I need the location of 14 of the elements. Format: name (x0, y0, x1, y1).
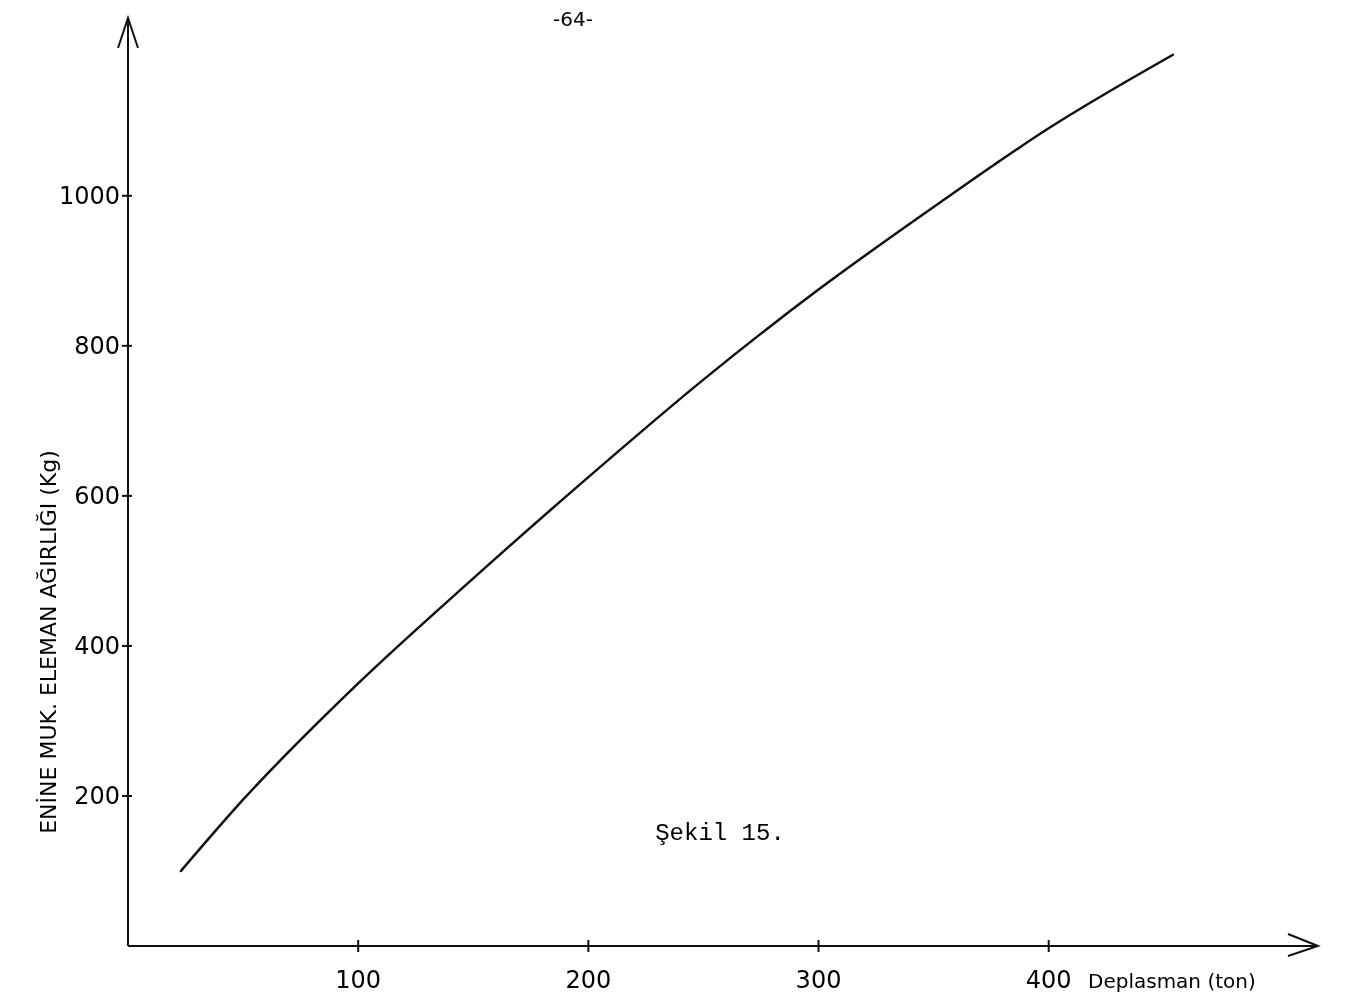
x-tick-label: 100 (335, 966, 382, 993)
y-tick-label: 1000 (58, 181, 120, 210)
x-tick-label: 300 (795, 966, 842, 993)
x-tick-label: 400 (1025, 966, 1072, 993)
y-tick-label: 200 (74, 781, 120, 810)
annotation: Şekil 15. (655, 820, 785, 847)
y-axis-title: ENİNE MUK. ELEMAN AĞIRLIĞI (Kg) (36, 450, 61, 834)
annotation: -64- (553, 7, 593, 31)
y-tick-label: 400 (74, 631, 120, 660)
line-series (179, 53, 1175, 873)
y-tick-label: 600 (74, 481, 120, 510)
x-tick-label: 200 (565, 966, 612, 993)
x-axis-title: Deplasman (ton) (1088, 969, 1256, 993)
y-tick-label: 800 (74, 331, 120, 360)
